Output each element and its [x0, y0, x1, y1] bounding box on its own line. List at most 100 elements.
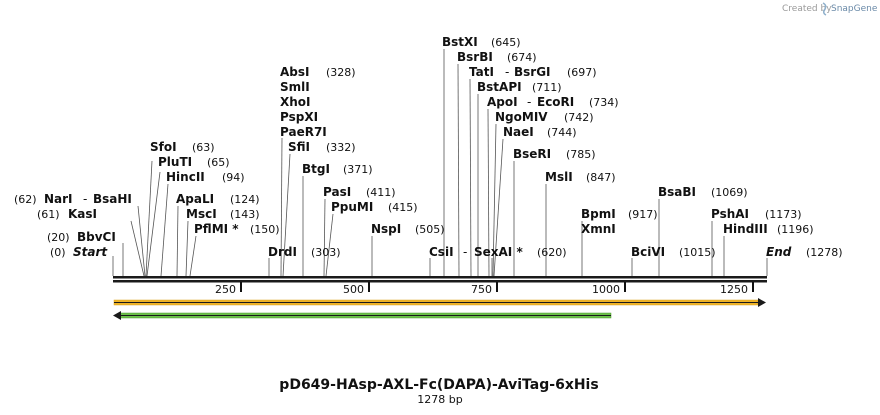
- site-pos: (328): [326, 66, 356, 79]
- site-label-xhoi[interactable]: XhoI: [280, 95, 311, 109]
- site-separator: -: [527, 95, 531, 109]
- site-pos: (332): [326, 141, 356, 154]
- site-pos: (61): [37, 208, 60, 221]
- site-pos: (1069): [711, 186, 748, 199]
- site-label-nspi[interactable]: NspI: [371, 222, 401, 236]
- site-pos: (1196): [777, 223, 814, 236]
- reverse-arrow-icon: [113, 311, 121, 320]
- site-label-apali[interactable]: ApaLI: [176, 192, 214, 206]
- site-label-hincii[interactable]: HincII: [166, 170, 205, 184]
- site-pos: (697): [567, 66, 597, 79]
- leader-apali: [176, 205, 179, 277]
- site-pos: (143): [230, 208, 260, 221]
- site-pos: (645): [491, 36, 521, 49]
- site-label-csii[interactable]: CsiI: [429, 245, 454, 259]
- site-label-hindiii[interactable]: HindIII: [723, 222, 768, 236]
- site-separator: -: [83, 192, 87, 206]
- site-label-msli[interactable]: MslI: [545, 170, 573, 184]
- site-label-smli[interactable]: SmlI: [280, 80, 310, 94]
- site-label-tati[interactable]: TatI: [469, 65, 494, 79]
- site-label-absi[interactable]: AbsI: [280, 65, 309, 79]
- site-pos: (744): [547, 126, 577, 139]
- site-label-bcivi[interactable]: BciVI: [631, 245, 665, 259]
- site-label-naei[interactable]: NaeI: [503, 125, 534, 139]
- site-label-msci[interactable]: MscI: [186, 207, 217, 221]
- site-pos: (785): [566, 148, 596, 161]
- site-pos: (1173): [765, 208, 802, 221]
- site-pos: (371): [343, 163, 373, 176]
- site-pos: (62): [14, 193, 37, 206]
- start-label: Start: [73, 245, 108, 259]
- site-label-apoi[interactable]: ApoI: [487, 95, 518, 109]
- site-label-sfoi[interactable]: SfoI: [150, 140, 177, 154]
- leader-pluti: [146, 171, 161, 277]
- site-label-sexai[interactable]: SexAI *: [474, 245, 523, 259]
- site-label-bstxi[interactable]: BstXI: [442, 35, 478, 49]
- scale-ticks: 250 500 750 1000 1250: [215, 282, 754, 296]
- site-pos: (620): [537, 246, 567, 259]
- site-label-paer7i[interactable]: PaeR7I: [280, 125, 327, 139]
- site-pos: (711): [532, 81, 562, 94]
- site-pos: (20): [47, 231, 70, 244]
- site-pos: (847): [586, 171, 616, 184]
- leader-naei: [493, 138, 504, 277]
- leader-pasi: [323, 198, 326, 277]
- end-pos: (1278): [806, 246, 843, 259]
- site-label-bseri[interactable]: BseRI: [513, 147, 551, 161]
- leader-sfii: [282, 153, 291, 277]
- site-label-pasi[interactable]: PasI: [323, 185, 351, 199]
- site-label-bbvci[interactable]: BbvCI: [77, 230, 116, 244]
- leader-msci: [185, 220, 189, 277]
- site-label-bstapi[interactable]: BstAPI: [477, 80, 522, 94]
- site-label-ppumi[interactable]: PpuMI: [331, 200, 373, 214]
- credit-brand: SnapGene: [831, 4, 878, 14]
- site-pos: (674): [507, 51, 537, 64]
- site-label-bsrgi[interactable]: BsrGI: [514, 65, 551, 79]
- site-label-ngomiv[interactable]: NgoMIV: [495, 110, 548, 124]
- leader-ppumi: [325, 213, 334, 277]
- tick-label: 750: [471, 283, 492, 296]
- site-label-bsahi[interactable]: BsaHI: [93, 192, 132, 206]
- site-label-kasi[interactable]: KasI: [68, 207, 97, 221]
- leader-hincii: [160, 183, 169, 277]
- map-title: pD649-HAsp-AXL-Fc(DAPA)-AviTag-6xHis: [279, 377, 598, 393]
- site-label-ecori[interactable]: EcoRI: [537, 95, 574, 109]
- site-pos: (742): [564, 111, 594, 124]
- site-label-bsrbi[interactable]: BsrBI: [457, 50, 493, 64]
- map-length: 1278 bp: [417, 393, 462, 406]
- site-label-bsabi[interactable]: BsaBI: [658, 185, 696, 199]
- site-label-btgi[interactable]: BtgI: [302, 162, 330, 176]
- site-label-pluti[interactable]: PluTI: [158, 155, 192, 169]
- site-label-pspxi[interactable]: PspXI: [280, 110, 318, 124]
- site-pos: (917): [628, 208, 658, 221]
- site-separator: -: [505, 65, 509, 79]
- site-pos: (415): [388, 201, 418, 214]
- site-pos: (150): [250, 223, 280, 236]
- site-pos: (63): [192, 141, 215, 154]
- tick-label: 1000: [592, 283, 620, 296]
- tick-label: 1250: [720, 283, 748, 296]
- leader-pflmi: [189, 235, 197, 277]
- leader-absi: [280, 137, 283, 277]
- credit-prefix: Created by: [782, 4, 832, 14]
- snapgene-logo-icon: [822, 2, 827, 16]
- feature-orange[interactable]: [113, 298, 766, 307]
- site-label-pflmi[interactable]: PflMI *: [194, 222, 239, 236]
- backbone-bottom-strand: [113, 280, 767, 283]
- end-label: End: [766, 245, 792, 259]
- start-pos: (0): [50, 246, 66, 259]
- tick-label: 500: [343, 283, 364, 296]
- site-label-xmni[interactable]: XmnI: [581, 222, 616, 236]
- leader-ngomiv: [492, 123, 497, 277]
- leader-lines: [112, 49, 768, 277]
- site-label-drdi[interactable]: DrdI: [268, 245, 297, 259]
- forward-arrow-icon: [758, 298, 766, 307]
- site-pos: (94): [222, 171, 245, 184]
- site-label-bpmi[interactable]: BpmI: [581, 207, 616, 221]
- site-label-sfii[interactable]: SfiI: [288, 140, 310, 154]
- site-label-pshai[interactable]: PshAI: [711, 207, 749, 221]
- site-label-nari[interactable]: NarI: [44, 192, 73, 206]
- feature-green[interactable]: [113, 311, 612, 320]
